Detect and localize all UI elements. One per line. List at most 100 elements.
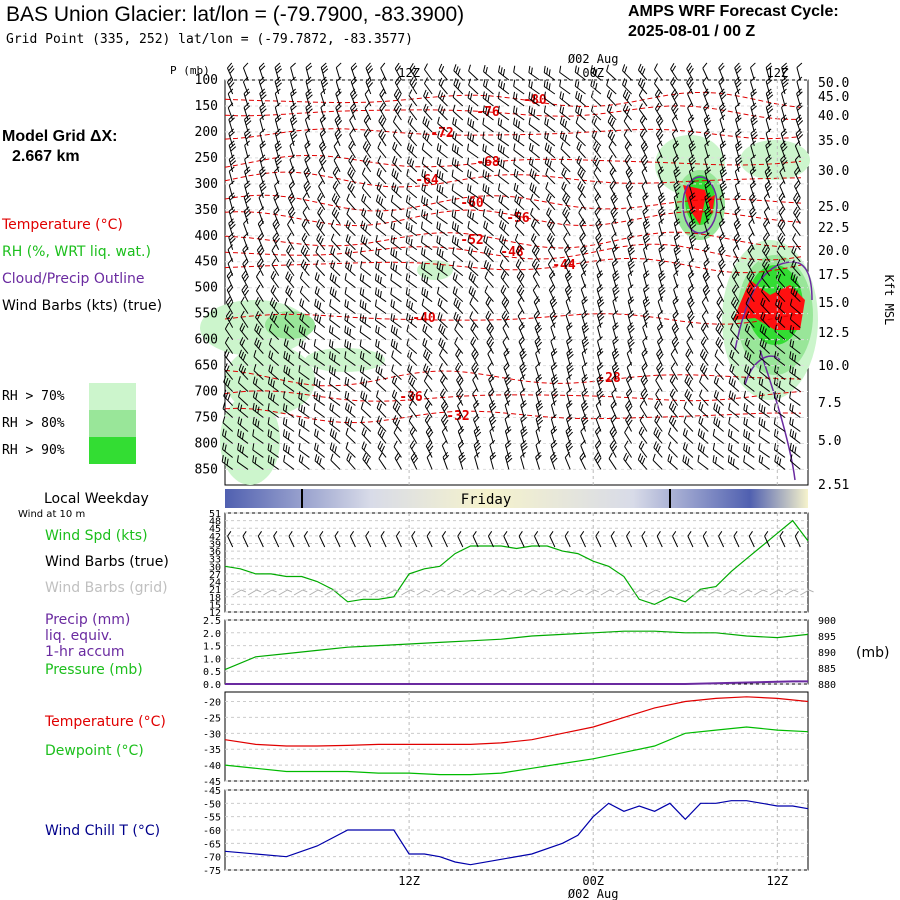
wind-barb xyxy=(437,90,448,107)
wind-barb-flag xyxy=(720,105,726,111)
temperature-contour xyxy=(224,154,802,168)
label-pressure: Pressure (mb) xyxy=(45,662,143,678)
wind-barb-flag xyxy=(469,297,474,304)
wind-barb-flag xyxy=(331,207,336,214)
wind-barb-flag xyxy=(689,315,695,322)
wind-barb-flag xyxy=(224,444,227,452)
wind-barb-flag xyxy=(623,115,628,122)
wind-barb-flag xyxy=(289,289,293,297)
wind-barb xyxy=(451,209,464,225)
wind-barb-shaft xyxy=(668,433,678,444)
height-tick-label: 7.5 xyxy=(818,396,841,411)
wind-barb-flag xyxy=(272,287,277,294)
wind-barb-flag xyxy=(425,92,429,99)
wind-barb-flag xyxy=(550,299,557,305)
wind-barb-flag xyxy=(673,166,679,172)
wind-barb-flag xyxy=(500,210,504,218)
wind-barb-flag xyxy=(629,341,635,348)
wind-barb-flag xyxy=(594,157,599,165)
wind-barb-flag xyxy=(597,457,602,464)
wind-barb xyxy=(344,390,356,406)
grid-wind-barb xyxy=(232,589,247,596)
wind-barb-flag xyxy=(551,391,558,397)
wind-barb-flag xyxy=(774,351,777,358)
wind-barb-flag xyxy=(566,348,573,354)
wind-barb-flag xyxy=(344,402,348,410)
wind-barb-flag xyxy=(597,365,604,371)
wind-barb xyxy=(654,77,663,95)
wind-barb-flag xyxy=(582,402,588,409)
wind-barb-flag xyxy=(458,442,465,449)
wind-barb xyxy=(362,141,372,159)
wind-barb-shaft xyxy=(298,383,310,392)
wind-barb-flag xyxy=(559,105,562,113)
wind-barb-flag xyxy=(392,263,395,271)
wind-barb xyxy=(655,114,664,133)
wind-barb-flag xyxy=(303,166,309,173)
wind-barb-flag xyxy=(606,90,611,97)
wind-barb-flag xyxy=(287,273,291,281)
wind-barb-shaft xyxy=(314,319,326,329)
wind-barb xyxy=(671,114,679,133)
wind-barb-shaft xyxy=(734,211,740,224)
wind-barb xyxy=(244,128,252,147)
label-wind-barbs-true: Wind Barbs (true) xyxy=(45,554,169,570)
wind-barb-flag xyxy=(563,232,568,239)
wind-barb-flag xyxy=(361,181,366,189)
wind-barb-flag xyxy=(303,328,306,336)
wind-barb-flag xyxy=(705,289,711,296)
wind-barb-flag xyxy=(577,106,580,114)
wind-barb-shaft xyxy=(392,421,402,432)
wind-barb-shaft xyxy=(316,225,326,237)
wind-speed-panel-tick-label: 48 xyxy=(209,517,221,528)
wind-barb-flag xyxy=(474,442,481,449)
wind-barb-flag xyxy=(488,250,492,257)
wind-barb-flag xyxy=(515,119,518,127)
wind-barb xyxy=(267,443,279,458)
wind-barb xyxy=(406,168,418,185)
wind-barb-flag xyxy=(782,79,788,85)
wind-barb-shaft xyxy=(528,137,540,147)
wind-barb-shaft xyxy=(652,459,663,470)
wind-barb-flag xyxy=(243,247,249,253)
wind-barb-flag xyxy=(627,258,634,264)
wind-barb-flag xyxy=(487,348,493,355)
wind-barb-flag xyxy=(227,76,233,83)
wind-barb-flag xyxy=(500,81,503,88)
wind-barb xyxy=(392,129,402,147)
wind-barb-shaft xyxy=(360,226,372,237)
wind-barb xyxy=(564,284,573,302)
wind-barb-flag xyxy=(627,336,633,342)
wind-barb xyxy=(225,310,234,328)
wind-barb-flag xyxy=(794,209,800,216)
wind-barb-flag xyxy=(483,260,487,267)
wind-barb xyxy=(627,296,635,314)
wind-barb-flag xyxy=(735,79,741,85)
wind-barb-shaft xyxy=(329,371,341,380)
wind-barb-shaft xyxy=(774,435,786,444)
grid-wind-barb xyxy=(263,589,277,596)
wind-barb-flag xyxy=(595,195,601,202)
wind-barb xyxy=(319,128,327,147)
wind-barb-flag xyxy=(421,247,424,255)
wind-barb xyxy=(796,88,803,107)
wind-barb-flag xyxy=(411,454,417,461)
wind-barb-flag xyxy=(629,264,635,270)
wind-barb xyxy=(406,182,418,199)
wind-barb xyxy=(259,102,267,121)
wind-barb-flag xyxy=(299,271,304,279)
wind-barb-flag xyxy=(639,66,644,73)
wind-barb-flag xyxy=(559,130,563,138)
wind-barb-flag xyxy=(223,375,227,383)
wind-barb-flag xyxy=(282,403,285,411)
wind-barb xyxy=(420,235,433,251)
temperature-contour xyxy=(224,407,802,424)
wind-barb-shaft xyxy=(597,326,602,340)
wind-barb-flag xyxy=(513,182,517,190)
wind-barb-flag xyxy=(252,429,255,437)
wind-barb-flag xyxy=(256,325,260,333)
wind-barb xyxy=(330,260,341,277)
wind-barb-flag xyxy=(331,274,335,282)
wind-barb xyxy=(391,350,402,366)
wind-barb-flag xyxy=(611,232,617,238)
